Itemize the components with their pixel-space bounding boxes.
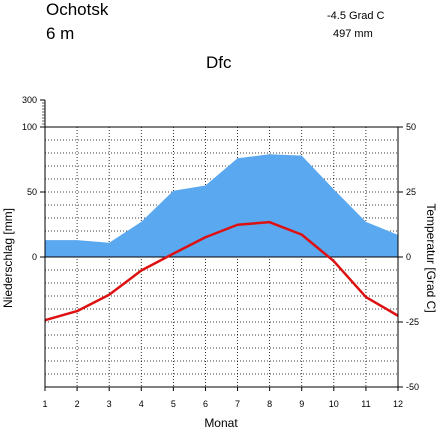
x-axis-ticks: 1 2 3 4 5 6 7 8 9 10 11 12 — [42, 387, 403, 409]
right-tick-label: -50 — [406, 382, 419, 392]
temperature-series — [44, 220, 399, 322]
left-tick-label: 300 — [22, 95, 37, 105]
x-tick-label: 5 — [171, 399, 176, 409]
mean-temperature: -4.5 Grad C — [327, 10, 385, 22]
y-axis-title-left: Niederschlag [mm] — [1, 208, 15, 308]
x-tick-label: 1 — [42, 399, 47, 409]
left-axis-ticks: 300 100 50 0 — [22, 95, 46, 262]
x-tick-label: 8 — [267, 399, 272, 409]
x-tick-label: 10 — [329, 399, 339, 409]
left-tick-label: 100 — [22, 122, 37, 132]
annual-precipitation: 497 mm — [333, 28, 373, 40]
x-axis-title: Monat — [204, 416, 238, 430]
right-tick-label: 50 — [406, 122, 416, 132]
climate-class: Dfc — [206, 53, 232, 72]
x-tick-label: 12 — [393, 399, 403, 409]
x-tick-label: 2 — [75, 399, 80, 409]
x-tick-label: 3 — [107, 399, 112, 409]
station-name: Ochotsk — [46, 0, 109, 19]
right-tick-label: 0 — [406, 252, 411, 262]
y-axis-title-right: Temperatur [Grad C] — [424, 203, 438, 312]
x-tick-label: 9 — [299, 399, 304, 409]
x-tick-label: 7 — [235, 399, 240, 409]
precipitation-series — [45, 154, 398, 257]
station-elevation: 6 m — [46, 24, 74, 43]
left-tick-label: 50 — [27, 187, 37, 197]
right-tick-label: -25 — [406, 317, 419, 327]
right-tick-label: 25 — [406, 187, 416, 197]
precipitation-area — [45, 154, 398, 257]
x-tick-label: 6 — [203, 399, 208, 409]
temperature-line — [44, 220, 399, 322]
right-axis-ticks: 50 25 0 -25 -50 — [398, 122, 419, 392]
left-tick-label: 0 — [32, 252, 37, 262]
x-tick-label: 4 — [139, 399, 144, 409]
x-tick-label: 11 — [361, 399, 370, 409]
